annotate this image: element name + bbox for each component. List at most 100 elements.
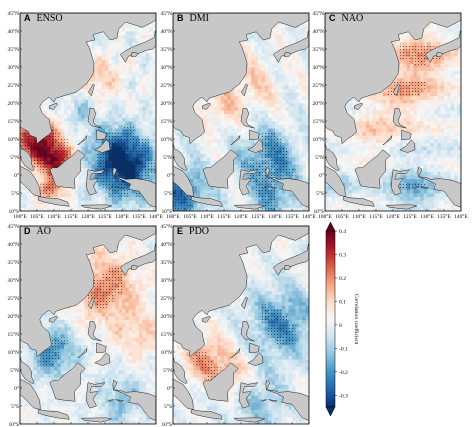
lon-tick-label: 125°E (403, 213, 417, 220)
lat-tick-label: 20°N (161, 313, 173, 320)
panel-label: A ENSO (24, 13, 63, 24)
lon-tick-label: 135°E (285, 213, 299, 220)
lat-tick-label: 20°N (8, 313, 20, 320)
colorbar-tick-label: 0 (339, 323, 342, 329)
lat-tick-label: 15°N (313, 118, 325, 125)
lat-tick-label: 15°N (161, 331, 173, 338)
land-mask (20, 13, 156, 210)
lat-tick-label: 30°N (8, 64, 20, 71)
lat-tick-label: 5°N (10, 367, 19, 374)
lat-tick-label: 30°N (313, 64, 325, 71)
lat-tick-label: 10°N (8, 349, 20, 356)
panel-label: E PDO (177, 226, 209, 237)
lat-tick-label: 5°S (11, 190, 19, 197)
lat-tick-label: 0° (167, 172, 172, 179)
significance-stippling (173, 131, 296, 211)
lon-tick-label: 105°E (30, 213, 44, 220)
map-panel-pdo: E PDO 45°N 40°N 35°N 30°N 25°N 20°N 15°N 10°N 5°N 0… (161, 223, 317, 427)
lon-tick-label: 110°E (47, 213, 61, 220)
lon-tick-label: 135°E (132, 213, 146, 220)
map-panel-dmi: B DMI 45°N 40°N 35°N 30°N 25°N 20°N 15°N 10°N 5°N 0… (161, 10, 317, 220)
lat-tick-label: 15°N (161, 118, 173, 125)
colorbar-tick-label: 0.2 (339, 276, 346, 282)
lat-tick-label: 45°N (161, 10, 173, 17)
lon-tick-label: 100°E (318, 213, 332, 220)
lat-tick-label: 35°N (161, 259, 173, 266)
lat-tick-label: 0° (167, 385, 172, 392)
lat-tick-label: 10°S (161, 421, 172, 427)
lon-tick-label: 130°E (420, 213, 434, 220)
lon-tick-label: 115°E (64, 213, 78, 220)
significance-stippling (193, 301, 296, 381)
lat-tick-label: 15°N (8, 331, 20, 338)
lat-tick-label: 0° (14, 172, 19, 179)
lon-tick-label: 105°E (183, 213, 197, 220)
lat-tick-label: 30°N (8, 277, 20, 284)
lat-tick-label: 25°N (161, 295, 173, 302)
lon-tick-label: 105°E (335, 213, 349, 220)
lat-tick-label: 25°N (313, 82, 325, 89)
lat-tick-label: 40°N (313, 28, 325, 35)
lat-tick-label: 10°S (8, 208, 19, 215)
lat-tick-label: 35°N (161, 46, 173, 53)
lon-tick-label: 120°E (386, 213, 400, 220)
colorbar-min-extension (325, 406, 336, 417)
lat-tick-label: 30°N (161, 277, 173, 284)
lat-tick-label: 0° (14, 385, 19, 392)
lat-tick-label: 5°N (163, 367, 172, 374)
lat-tick-label: 5°S (316, 190, 324, 197)
colorbar-tick-label: -0.3 (339, 393, 348, 399)
lon-tick-label: 120°E (81, 213, 95, 220)
lat-tick-label: 0° (319, 172, 324, 179)
lat-tick-label: 20°N (313, 100, 325, 107)
lat-tick-label: 5°S (164, 403, 172, 410)
lon-tick-label: 130°E (268, 213, 282, 220)
lat-tick-label: 25°N (8, 82, 20, 89)
lon-tick-label: 100°E (13, 213, 27, 220)
lat-tick-label: 45°N (8, 10, 20, 17)
lat-tick-label: 10°S (8, 421, 19, 427)
lat-tick-label: 20°N (8, 100, 20, 107)
lon-tick-label: 140°E (149, 213, 163, 220)
lon-tick-label: 110°E (352, 213, 366, 220)
lat-tick-label: 10°N (313, 136, 325, 143)
lon-tick-label: 115°E (369, 213, 383, 220)
lat-tick-label: 5°S (164, 190, 172, 197)
lat-tick-label: 5°N (163, 154, 172, 161)
lat-tick-label: 5°N (10, 154, 19, 161)
colorbar-max-extension (325, 221, 336, 232)
lon-tick-label: 100°E (166, 213, 180, 220)
map-panel-ao: D AO 45°N 40°N 35°N 30°N 25°N 20°N 15°N 10°N 5°N 0°… (8, 223, 164, 427)
lon-tick-label: 125°E (98, 213, 112, 220)
lon-tick-label: 110°E (200, 213, 214, 220)
lat-tick-label: 45°N (313, 10, 325, 17)
lat-tick-label: 5°S (11, 403, 19, 410)
lat-tick-label: 10°S (161, 208, 172, 215)
lon-tick-label: 130°E (115, 213, 129, 220)
lat-tick-label: 45°N (8, 223, 20, 230)
lat-tick-label: 5°N (315, 154, 324, 161)
lon-tick-label: 120°E (234, 213, 248, 220)
colorbar-tick-label: 0.4 (339, 229, 346, 235)
lat-tick-label: 35°N (8, 46, 20, 53)
lon-tick-label: 140°E (454, 213, 468, 220)
lat-tick-label: 10°N (161, 136, 173, 143)
lat-tick-label: 40°N (8, 28, 20, 35)
lat-tick-label: 40°N (8, 241, 20, 248)
map-panel-nao: C NAO 45°N 40°N 35°N 30°N 25°N 20°N 15°N 10°N 5°N 0… (313, 10, 469, 220)
land-mask (173, 13, 309, 210)
lon-tick-label: 140°E (302, 213, 316, 220)
lat-tick-label: 40°N (161, 241, 173, 248)
lat-tick-label: 20°N (161, 100, 173, 107)
lon-tick-label: 135°E (437, 213, 451, 220)
panel-label: B DMI (177, 13, 209, 24)
map-panel-enso: A ENSO 45°N 40°N 35°N 30°N 25°N 20°N 15°N 10°N 5°N… (8, 10, 164, 220)
colorbar-tick-label: -0.1 (339, 346, 348, 352)
colorbar-body (325, 230, 336, 408)
lat-tick-label: 10°N (8, 136, 20, 143)
lat-tick-label: 15°N (8, 118, 20, 125)
lat-tick-label: 40°N (161, 28, 173, 35)
colorbar-tick-label: 0.3 (339, 252, 346, 258)
colorbar-title: Correlation coefficient (353, 294, 360, 345)
